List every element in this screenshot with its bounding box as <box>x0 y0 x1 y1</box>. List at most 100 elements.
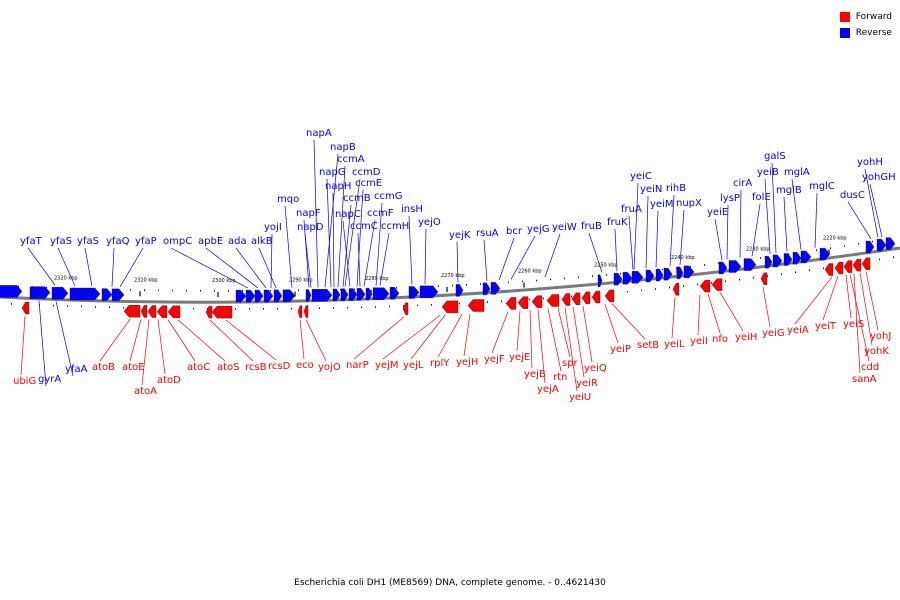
forward-gene-label: yeiT <box>815 321 837 332</box>
guide-dot <box>627 290 628 293</box>
guide-dot <box>298 289 299 292</box>
forward-gene-label: rplY <box>430 358 450 369</box>
reverse-gene-leader <box>326 178 332 288</box>
reverse-gene-leader <box>363 219 376 287</box>
forward-gene-label: yeiG <box>762 328 785 339</box>
reverse-gene-label: yohH <box>857 157 883 168</box>
forward-gene-label: yeiR <box>576 378 598 389</box>
reverse-gene-label: yeiN <box>640 184 662 195</box>
forward-gene-label: yohK <box>864 346 889 357</box>
guide-dot <box>319 307 320 309</box>
forward-gene-arrow <box>546 294 560 307</box>
reverse-gene-arrow <box>389 287 400 300</box>
scale-label: 2300 kbp <box>212 278 236 284</box>
guide-dot <box>242 290 243 292</box>
guide-dot <box>361 306 362 309</box>
reverse-gene-arrow <box>655 268 664 282</box>
forward-gene-leader <box>305 319 327 362</box>
forward-gene-label: rcsD <box>268 361 291 372</box>
forward-gene-arrow <box>834 261 844 275</box>
reverse-gene-leader <box>739 189 742 258</box>
reverse-gene-leader <box>714 218 723 261</box>
scale-label: 2320 kbp <box>54 275 78 281</box>
reverse-gene-arrow <box>51 287 69 300</box>
guide-dot <box>466 284 467 286</box>
guide-dot <box>739 278 740 281</box>
forward-gene-arrow <box>604 289 615 303</box>
reverse-gene-label: napF <box>296 208 321 219</box>
reverse-gene-leader <box>332 192 335 288</box>
reverse-gene-leader <box>791 178 802 250</box>
forward-gene-arrow <box>467 299 485 312</box>
guide-dot <box>459 302 460 305</box>
reverse-gene-leader <box>628 215 634 270</box>
reverse-gene-label: fruK <box>607 217 628 228</box>
reverse-gene-arrow <box>631 271 644 284</box>
guide-dot <box>417 304 418 307</box>
guide-dot <box>704 264 705 266</box>
reverse-gene-arrow <box>885 237 896 250</box>
forward-gene-leader <box>762 286 771 328</box>
forward-gene-leader <box>129 319 142 362</box>
forward-gene-leader <box>582 306 593 363</box>
reverse-gene-arrow <box>101 288 113 301</box>
forward-gene-label: yejB <box>524 369 546 380</box>
legend-reverse: Reverse <box>839 25 892 41</box>
reverse-gene-label: yfaS <box>50 236 72 247</box>
reverse-gene-label: ompC <box>163 236 192 247</box>
guide-dot <box>501 300 502 302</box>
forward-gene-arrow <box>156 305 168 318</box>
forward-gene-leader <box>794 276 833 325</box>
forward-gene-leader <box>353 316 405 360</box>
forward-gene-label: yeiP <box>610 344 631 355</box>
reverse-gene-label: napD <box>297 222 324 233</box>
guide-dot <box>431 304 432 306</box>
reverse-gene-leader <box>726 204 729 260</box>
forward-gene-label: eco <box>296 360 314 371</box>
guide-dot <box>270 289 271 292</box>
forward-gene-label: yejM <box>375 360 398 371</box>
scale-label: 2240 kbp <box>671 255 695 261</box>
forward-gene-label: yejH <box>456 357 478 368</box>
reverse-gene-arrow <box>365 287 373 301</box>
guide-dot <box>396 287 397 289</box>
guide-dot <box>200 290 201 292</box>
reverse-gene-label: napC <box>335 209 361 220</box>
reverse-gene-label: napB <box>330 142 356 153</box>
reverse-gene-leader <box>38 300 47 387</box>
reverse-gene-label: mglC <box>809 181 835 192</box>
forward-gene-label: atoE <box>122 362 145 373</box>
reverse-gene-arrow <box>408 286 420 299</box>
reverse-gene-leader <box>847 201 872 240</box>
reverse-gene-arrow <box>865 240 875 254</box>
reverse-gene-label: ccmH <box>381 221 409 232</box>
reverse-gene-leader <box>357 232 361 287</box>
guide-dot <box>760 257 761 259</box>
reverse-gene-leader <box>483 239 488 281</box>
reverse-gene-label: yfaT <box>20 236 43 247</box>
reverse-gene-leader <box>771 162 777 254</box>
legend-forward: Forward <box>839 9 892 25</box>
forward-gene-arrow <box>843 260 853 273</box>
reverse-gene-arrow <box>254 289 264 303</box>
reverse-gene-leader <box>869 183 883 238</box>
reverse-gene-label: yejG <box>527 224 550 235</box>
scale-label: 2260 kbp <box>518 269 542 275</box>
reverse-gene-label: yejK <box>449 230 471 241</box>
guide-dot <box>214 290 215 292</box>
reverse-gene-label: napA <box>306 128 332 139</box>
forward-gene-arrow <box>147 305 157 318</box>
guide-dot <box>564 277 565 280</box>
reverse-gene-arrow <box>597 274 603 287</box>
reverse-gene-arrow <box>419 285 439 299</box>
reverse-gene-label: insH <box>401 204 423 215</box>
reverse-gene-leader <box>235 247 267 289</box>
reverse-gene-label: yojI <box>264 222 282 233</box>
reverse-gene-label: yeiE <box>707 207 728 218</box>
forward-gene-arrow <box>505 297 517 310</box>
reverse-gene-label: nupX <box>676 198 702 209</box>
guide-dot <box>123 306 124 309</box>
reverse-gene-arrow <box>490 282 501 295</box>
guide-dot <box>578 276 579 279</box>
forward-gene-label: nfo <box>712 334 728 345</box>
